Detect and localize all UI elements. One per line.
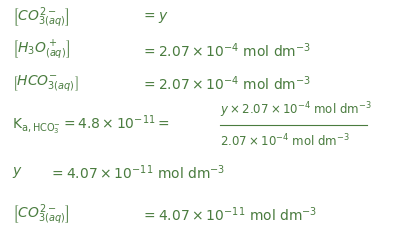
Text: $2.07 \times 10^{-4}$ mol dm$^{-3}$: $2.07 \times 10^{-4}$ mol dm$^{-3}$ [220, 132, 350, 149]
Text: $\left[H_3O^+_{(aq)}\right]$: $\left[H_3O^+_{(aq)}\right]$ [12, 39, 71, 62]
Text: $\left[CO_{3(aq)}^{2-}\right]$: $\left[CO_{3(aq)}^{2-}\right]$ [12, 5, 69, 30]
Text: $= 4.07 \times 10^{-11}$ mol dm$^{-3}$: $= 4.07 \times 10^{-11}$ mol dm$^{-3}$ [49, 163, 225, 182]
Text: $= 2.07 \times 10^{-4}$ mol dm$^{-3}$: $= 2.07 \times 10^{-4}$ mol dm$^{-3}$ [141, 74, 311, 93]
Text: $\mathrm{K_{a,HCO_3^{-}}} = 4.8 \times 10^{-11} = $: $\mathrm{K_{a,HCO_3^{-}}} = 4.8 \times 1… [12, 114, 170, 137]
Text: $y$: $y$ [12, 165, 23, 180]
Text: $= y$: $= y$ [141, 10, 168, 25]
Text: $\left[HCO_{3(aq)}^{-}\right]$: $\left[HCO_{3(aq)}^{-}\right]$ [12, 73, 79, 93]
Text: $= 2.07 \times 10^{-4}$ mol dm$^{-3}$: $= 2.07 \times 10^{-4}$ mol dm$^{-3}$ [141, 41, 311, 60]
Text: $y \times 2.07 \times 10^{-4}$ mol dm$^{-3}$: $y \times 2.07 \times 10^{-4}$ mol dm$^{… [220, 100, 372, 120]
Text: $\left[CO_{3(aq)}^{2-}\right]$: $\left[CO_{3(aq)}^{2-}\right]$ [12, 202, 69, 227]
Text: $= 4.07 \times 10^{-11}$ mol dm$^{-3}$: $= 4.07 \times 10^{-11}$ mol dm$^{-3}$ [141, 205, 317, 224]
